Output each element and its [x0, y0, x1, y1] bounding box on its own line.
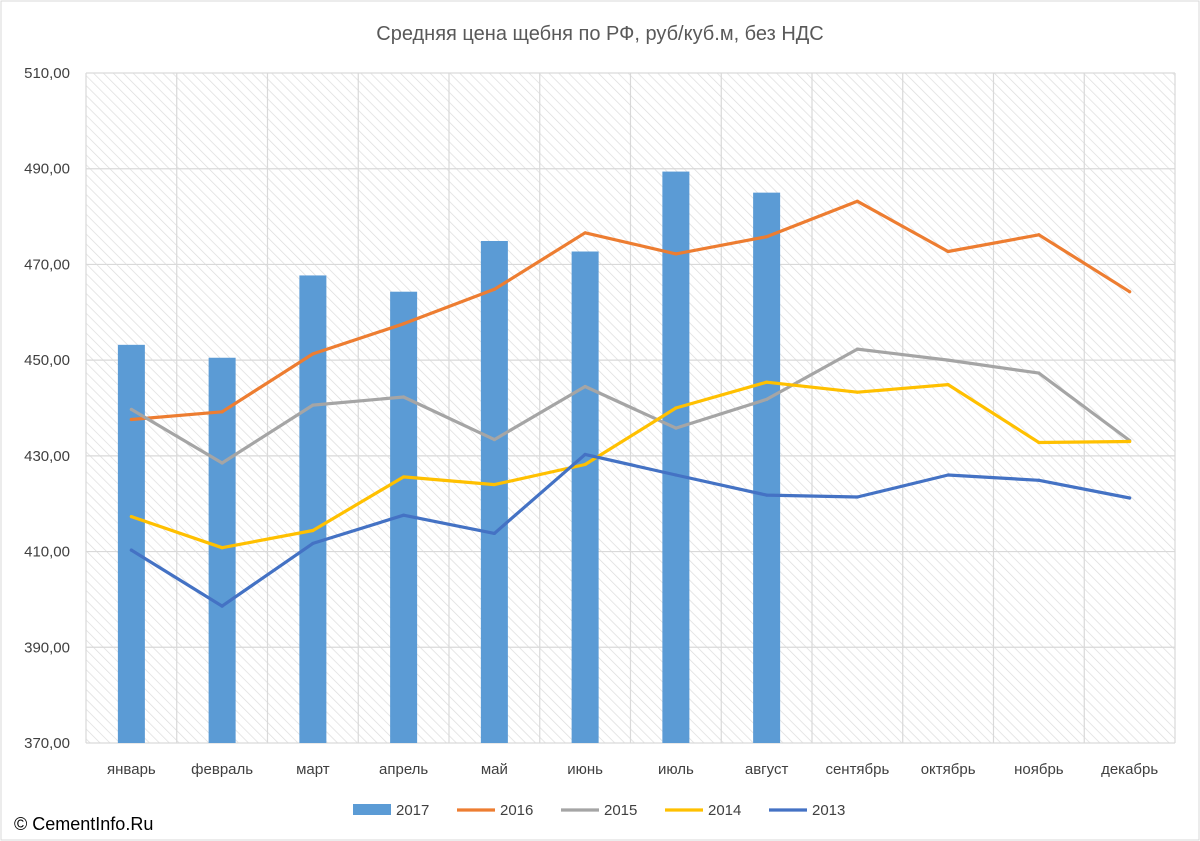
point-2013 [1128, 496, 1132, 500]
point-2016 [402, 322, 406, 326]
y-tick-label: 430,00 [24, 448, 70, 465]
legend-item-2015: 2015 [561, 802, 637, 819]
point-2014 [311, 528, 315, 533]
y-tick-label: 510,00 [24, 65, 70, 82]
point-2016 [129, 417, 133, 422]
y-tick-label: 390,00 [24, 639, 70, 656]
legend-item-2014: 2014 [665, 802, 741, 819]
point-2015 [946, 358, 950, 362]
point-2015 [765, 397, 769, 401]
lines [129, 199, 1132, 608]
point-2014 [674, 406, 678, 410]
bar-2017 [208, 357, 236, 743]
x-axis: январь февраль март апрель май июнь июль август… [107, 761, 1158, 778]
point-2014 [1128, 439, 1132, 444]
point-2014 [220, 546, 224, 550]
x-tick-label: январь [107, 761, 156, 778]
bar-2017 [571, 251, 599, 743]
x-tick-label: апрель [379, 761, 428, 778]
point-2014 [129, 515, 133, 519]
y-axis: 370,00 390,00 410,00 430,00 450,00 470,00 490,… [24, 65, 70, 752]
y-tick-label: 410,00 [24, 544, 70, 561]
x-tick-label: март [296, 761, 330, 778]
copyright-credit: © CementInfo.Ru [14, 814, 154, 834]
point-2016 [220, 410, 224, 414]
x-tick-label: февраль [191, 761, 253, 778]
point-2015 [855, 347, 859, 351]
point-2015 [674, 426, 678, 430]
point-2014 [492, 482, 496, 487]
point-2016 [855, 199, 859, 203]
point-2013 [855, 495, 859, 499]
point-2015 [220, 461, 224, 465]
point-2014 [855, 390, 859, 394]
point-2013 [765, 493, 769, 497]
point-2016 [311, 352, 315, 356]
y-tick-label: 450,00 [24, 352, 70, 369]
point-2013 [129, 548, 133, 552]
bars-2017 [117, 171, 781, 744]
point-2015 [129, 407, 133, 412]
point-2013 [946, 473, 950, 477]
bar-2017 [117, 344, 145, 743]
bar-2017 [753, 192, 781, 744]
point-2014 [946, 382, 950, 387]
point-2014 [765, 380, 769, 384]
point-2013 [674, 473, 678, 477]
point-2013 [583, 452, 587, 457]
bar-2017 [299, 275, 327, 743]
point-2015 [583, 384, 587, 389]
point-2013 [1037, 478, 1041, 482]
x-tick-label: август [745, 761, 789, 778]
point-2016 [674, 252, 678, 256]
point-2014 [1037, 440, 1041, 445]
point-2016 [1128, 290, 1132, 294]
point-2015 [492, 437, 496, 442]
legend-item-2013: 2013 [769, 802, 845, 819]
legend-swatch-2017 [353, 804, 391, 815]
legend-label-2015: 2015 [604, 802, 637, 819]
x-tick-label: ноябрь [1014, 761, 1064, 778]
point-2015 [1037, 371, 1041, 375]
point-2015 [402, 395, 406, 399]
point-2013 [220, 604, 224, 608]
bar-2017 [662, 171, 690, 744]
legend-label-2013: 2013 [812, 802, 845, 819]
point-2016 [492, 287, 496, 291]
legend-label-2016: 2016 [500, 802, 533, 819]
legend-item-2017: 2017 [353, 802, 429, 819]
line-2013 [129, 452, 1132, 608]
y-tick-label: 470,00 [24, 256, 70, 273]
x-tick-label: июнь [567, 761, 603, 778]
legend-item-2016: 2016 [457, 802, 533, 819]
point-2015 [311, 403, 315, 407]
legend-label-2017: 2017 [396, 802, 429, 819]
y-tick-label: 490,00 [24, 161, 70, 178]
point-2016 [946, 249, 950, 254]
x-tick-label: май [481, 761, 508, 778]
line-2016 [129, 199, 1132, 422]
point-2013 [311, 541, 315, 546]
chart-title: Средняя цена щебня по РФ, руб/куб.м, без… [376, 23, 824, 45]
x-tick-label: декабрь [1101, 761, 1158, 778]
point-2016 [583, 231, 587, 235]
point-2013 [492, 531, 496, 535]
x-tick-label: сентябрь [825, 761, 889, 778]
point-2014 [583, 462, 587, 467]
point-2016 [765, 235, 769, 239]
y-tick-label: 370,00 [24, 735, 70, 752]
point-2013 [402, 513, 406, 517]
line-2014 [129, 380, 1132, 550]
x-tick-label: июль [658, 761, 694, 778]
bar-2017 [480, 240, 508, 743]
line-2015 [129, 347, 1132, 465]
legend-label-2014: 2014 [708, 802, 741, 819]
point-2016 [1037, 233, 1041, 237]
point-2014 [402, 475, 406, 479]
x-tick-label: октябрь [921, 761, 976, 778]
legend: 2017 2016 2015 2014 2013 [353, 802, 845, 819]
